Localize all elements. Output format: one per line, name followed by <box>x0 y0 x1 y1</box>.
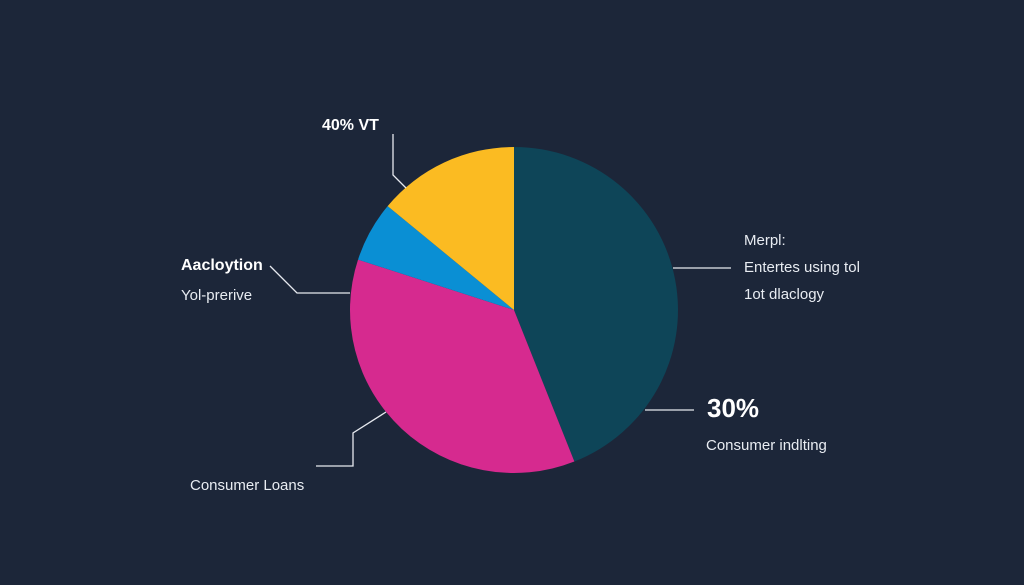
leader-line-bottom-left <box>316 411 387 467</box>
pie-slice-2 <box>350 259 575 473</box>
annotation-left-title: Aacloytion <box>181 257 263 274</box>
annotation-left-subtitle: Yol-prerive <box>181 287 253 304</box>
annotation-bottom-left: Consumer Loans <box>190 477 305 494</box>
pie-slice-4 <box>387 147 514 310</box>
leader-line-left <box>269 265 350 294</box>
pie-slice-1 <box>514 147 678 462</box>
annotation-right-line2: Entertes using tol <box>744 259 860 276</box>
pie-slices <box>350 147 678 473</box>
annotation-top-left: 40% VT <box>322 117 379 134</box>
annotation-bottom-right-value: 30% <box>707 393 760 423</box>
pie-slice-3 <box>358 206 514 310</box>
leader-line-top-left <box>392 134 407 189</box>
annotation-right-line3: 1ot dlaclogy <box>744 286 825 303</box>
annotation-right-line1: Merpl: <box>744 232 786 249</box>
annotation-bottom-right-text: Consumer indlting <box>706 437 827 454</box>
